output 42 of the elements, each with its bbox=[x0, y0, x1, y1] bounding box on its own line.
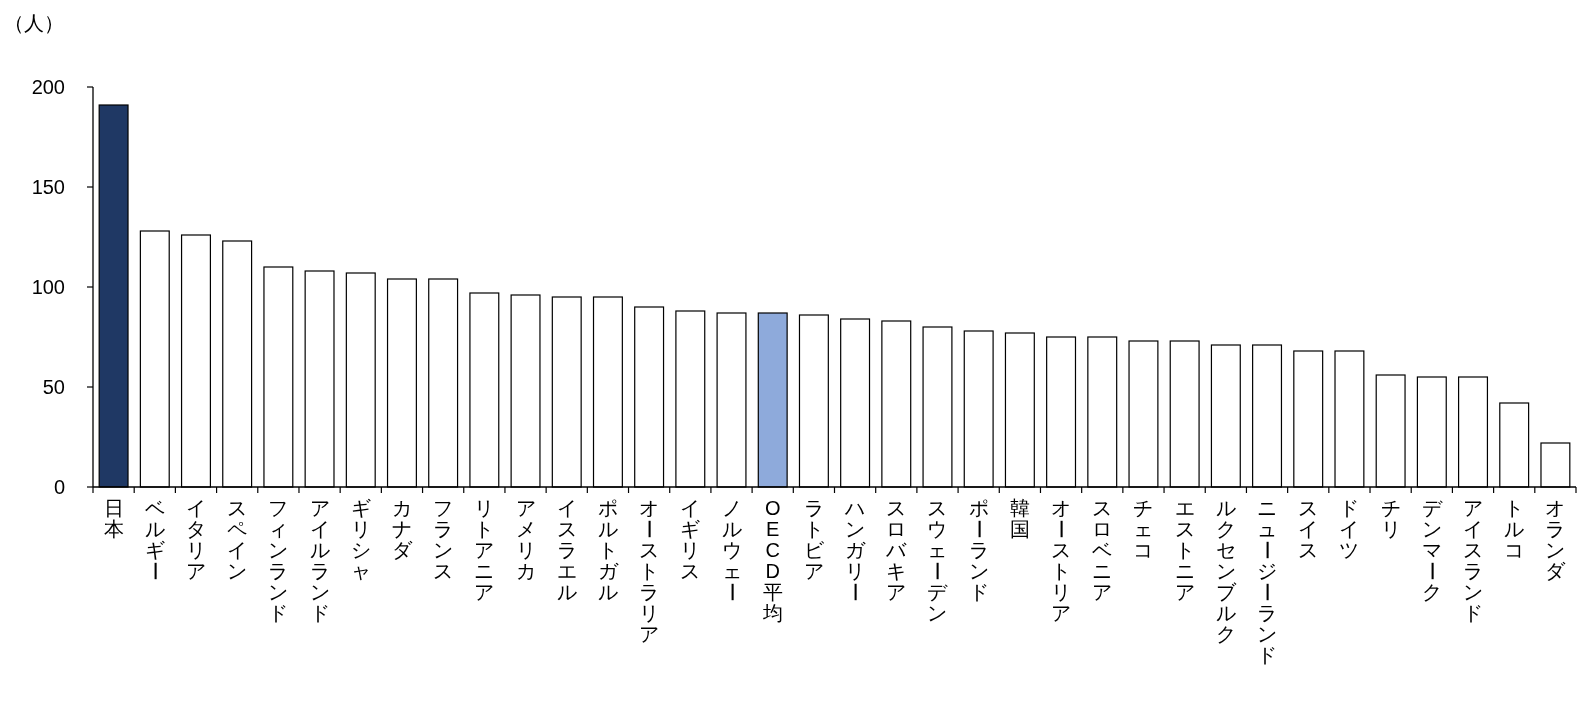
x-tick-label: ラトビア bbox=[803, 497, 825, 582]
x-tick-label: オーストリア bbox=[1050, 497, 1073, 624]
x-tick-label: フィンランド bbox=[268, 497, 289, 624]
x-tick-label: ポーランド bbox=[967, 497, 990, 603]
x-tick-label: イタリア bbox=[185, 497, 206, 582]
x-tick-label: アメリカ bbox=[515, 497, 536, 582]
x-tick-label: OECD平均 bbox=[761, 497, 783, 624]
x-tick-label: スイス bbox=[1298, 497, 1319, 561]
x-tick-label: イスラエル bbox=[556, 497, 577, 603]
y-tick-label: 0 bbox=[53, 476, 65, 498]
x-tick-label: 日本 bbox=[103, 497, 124, 540]
x-tick-label: ニュージーランド bbox=[1256, 497, 1279, 666]
x-tick-label: エストニア bbox=[1174, 497, 1195, 603]
x-tick-label: ハンガリー bbox=[844, 497, 867, 602]
x-tick-label: ノルウェー bbox=[720, 497, 743, 602]
x-tick-label: スペイン bbox=[227, 497, 248, 582]
x-tick-label: カナダ bbox=[391, 497, 413, 561]
x-tick-label: デンマーク bbox=[1420, 497, 1443, 603]
x-tick-label: スウェーデン bbox=[926, 497, 949, 624]
x-tick-label: チェコ bbox=[1133, 497, 1154, 561]
x-tick-label: ベルギー bbox=[143, 497, 166, 581]
x-tick-label: アイルランド bbox=[309, 497, 330, 624]
x-tick-label: 韓国 bbox=[1009, 497, 1030, 540]
x-tick-label: チリ bbox=[1380, 497, 1401, 540]
y-tick-label: 50 bbox=[42, 376, 65, 398]
y-tick-label: 100 bbox=[31, 276, 65, 298]
x-tick-label: ドイツ bbox=[1339, 497, 1360, 561]
x-tick-label: リトアニア bbox=[474, 497, 495, 603]
x-tick-label: フランス bbox=[433, 497, 454, 582]
x-tick-label: イギリス bbox=[680, 497, 701, 582]
x-tick-label: アイスランド bbox=[1463, 497, 1484, 624]
x-tick-label: オランダ bbox=[1545, 497, 1567, 582]
y-tick-label: 150 bbox=[31, 176, 65, 198]
y-axis-title: （人） bbox=[4, 12, 64, 34]
x-tick-label: スロバキア bbox=[885, 497, 908, 603]
x-tick-label: トルコ bbox=[1504, 497, 1525, 561]
x-tick-label: ギリシャ bbox=[350, 497, 371, 582]
x-tick-label: スロベニア bbox=[1092, 497, 1113, 603]
x-tick-label: ルクセンブルク bbox=[1215, 497, 1237, 645]
y-tick-label: 200 bbox=[31, 76, 65, 98]
x-tick-label: オーストラリア bbox=[638, 497, 661, 645]
x-tick-label: ポルトガル bbox=[597, 497, 619, 603]
